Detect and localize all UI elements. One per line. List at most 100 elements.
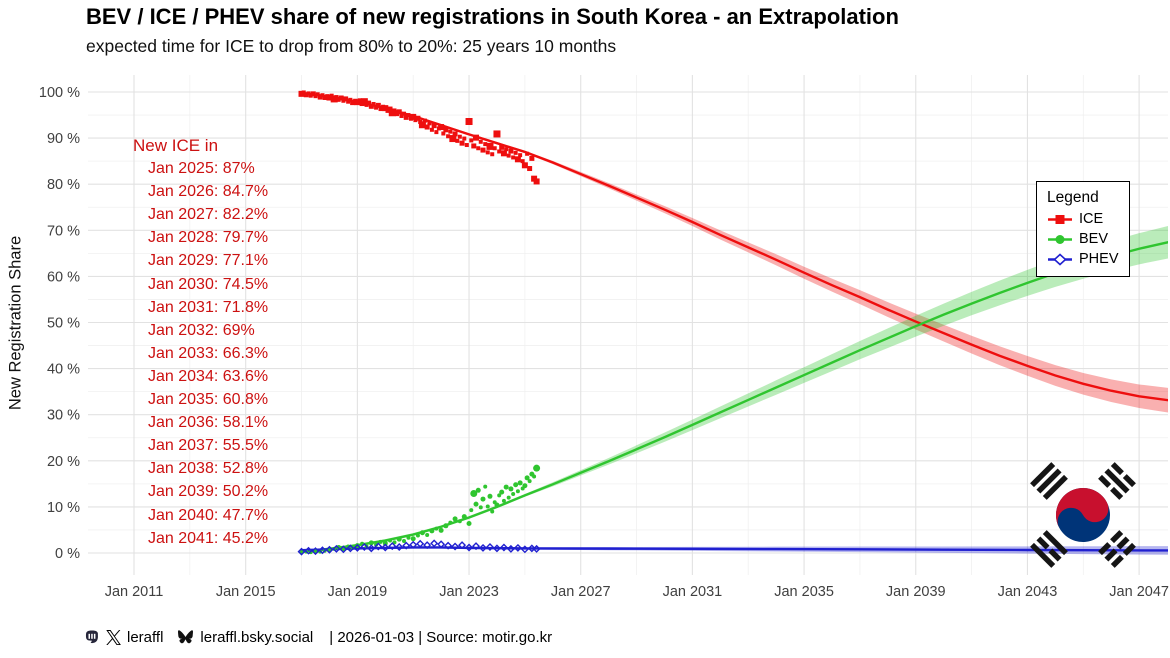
ice-scatter-point — [399, 113, 404, 118]
ice-scatter-point — [375, 102, 381, 108]
bev-scatter-point — [429, 528, 435, 534]
ice-legend-marker — [1048, 214, 1072, 224]
ice-scatter-point — [367, 100, 372, 105]
ice-scatter-point — [499, 144, 505, 150]
mastodon-handle: leraffl — [127, 629, 164, 646]
ice-scatter-point — [371, 101, 376, 106]
ice-scatter-point — [415, 115, 421, 121]
ice-projection-line: Jan 2028: 79.7% — [148, 229, 269, 247]
ice-scatter-point — [364, 102, 369, 107]
ice-scatter-point — [422, 118, 427, 123]
ice-scatter-point — [403, 114, 409, 120]
ice-scatter-point — [406, 113, 411, 118]
gridlines — [88, 75, 1168, 575]
phev-scatter-point — [513, 543, 522, 552]
ice-scatter-point — [452, 131, 458, 137]
ice-scatter-point — [485, 150, 490, 155]
bev-scatter-point — [470, 490, 478, 498]
bev-scatter-point — [473, 501, 479, 507]
phev-scatter-point — [395, 543, 404, 551]
ice-projection-line: Jan 2035: 60.8% — [148, 391, 269, 409]
ice-scatter-point — [476, 146, 481, 151]
ice-scatter-point — [385, 108, 390, 113]
ice-scatter-point — [338, 95, 344, 101]
phev-scatter-point — [458, 541, 467, 550]
ice-scatter-point — [317, 94, 323, 100]
annotation-header: New ICE in — [133, 136, 219, 155]
bev-scatter-point — [443, 523, 449, 529]
x-tick-label: Jan 2011 — [105, 584, 164, 600]
bev-scatter-point — [388, 538, 393, 543]
ice-scatter-point — [483, 142, 488, 147]
bev-scatter-point — [378, 539, 383, 544]
phev-scatter-point — [409, 540, 418, 549]
annotation-lines: Jan 2025: 87% Jan 2026: 84.7% Jan 2027: 82… — [133, 157, 268, 550]
phev-scatter-point — [304, 546, 313, 555]
phev-scatter-point — [423, 541, 432, 550]
bev-scatter-point — [448, 520, 453, 525]
ice-projection-line: Jan 2039: 50.2% — [148, 483, 269, 501]
ice-projection-line: Jan 2027: 82.2% — [148, 206, 269, 224]
phev-scatter-point — [520, 545, 529, 554]
bev-scatter-point — [513, 482, 519, 488]
ice-scatter-point — [418, 121, 426, 129]
ice-scatter-point — [301, 90, 306, 95]
phev-scatter-point — [339, 545, 348, 554]
x-tick-label: Jan 2031 — [663, 584, 723, 600]
ice-scatter-point — [348, 97, 353, 102]
ice-scatter-point — [500, 150, 507, 157]
legend-item-label: BEV — [1079, 231, 1109, 247]
bev-scatter-point — [425, 533, 430, 538]
ice-scatter-point — [533, 178, 540, 185]
phev-legend-marker — [1048, 252, 1072, 266]
ice-scatter-point — [368, 103, 374, 109]
bev-scatter-point — [494, 502, 500, 508]
ice-scatter-point — [303, 92, 309, 98]
phev-scatter-point — [311, 547, 320, 556]
x-tick-label: Jan 2015 — [216, 584, 276, 600]
ice-scatter-point — [529, 155, 535, 161]
bev-scatter-point — [415, 533, 420, 538]
bev-scatter-point — [483, 484, 488, 489]
bev-scatter-point — [469, 508, 474, 513]
bev-scatter-point — [341, 547, 346, 552]
ice-projection-line: Jan 2032: 69% — [148, 321, 255, 339]
bev-scatter-point — [487, 493, 493, 499]
ice-scatter-point — [310, 91, 316, 97]
phev-scatter-point — [527, 544, 536, 553]
ice-scatter-point — [313, 94, 318, 99]
chart-subtitle: expected time for ICE to drop from 80% t… — [86, 36, 617, 56]
footer: leraffl leraffl.bsky.social | 2026-01-03… — [84, 629, 552, 646]
ice-scatter-point — [455, 138, 460, 143]
ice-scatter-point — [357, 98, 362, 103]
bev-scatter-point — [313, 549, 318, 554]
ice-scatter-point — [465, 118, 473, 126]
ice-scatter — [298, 90, 540, 185]
phev-scatter — [297, 539, 541, 556]
ice-scatter-point — [504, 147, 509, 152]
ice-scatter-point — [354, 99, 361, 106]
ice-scatter-point — [392, 108, 397, 113]
x-tick-label: Jan 2035 — [774, 584, 834, 600]
ice-scatter-point — [308, 93, 313, 98]
ice-scatter-point — [429, 127, 434, 132]
x-tick-label: Jan 2027 — [551, 584, 611, 600]
bev-scatter-point — [461, 514, 467, 520]
x-tick-label: Jan 2039 — [886, 584, 946, 600]
x-tick-label: Jan 2023 — [439, 584, 499, 600]
legend-item-bev: BEV — [1047, 231, 1119, 247]
ice-projection-line: Jan 2036: 58.1% — [148, 414, 269, 432]
bev-scatter-point — [419, 530, 425, 536]
ice-scatter-point — [486, 142, 494, 150]
ice-scatter-point — [387, 106, 393, 112]
y-tick-label: 80 % — [47, 177, 80, 193]
ice-scatter-point — [446, 134, 451, 139]
y-tick-label: 10 % — [47, 500, 80, 516]
phev-scatter-point — [492, 544, 501, 553]
legend-item-label: PHEV — [1079, 251, 1119, 267]
ice-scatter-point — [471, 143, 477, 149]
ice-scatter-point — [336, 97, 341, 102]
bev-scatter-point — [515, 489, 520, 494]
